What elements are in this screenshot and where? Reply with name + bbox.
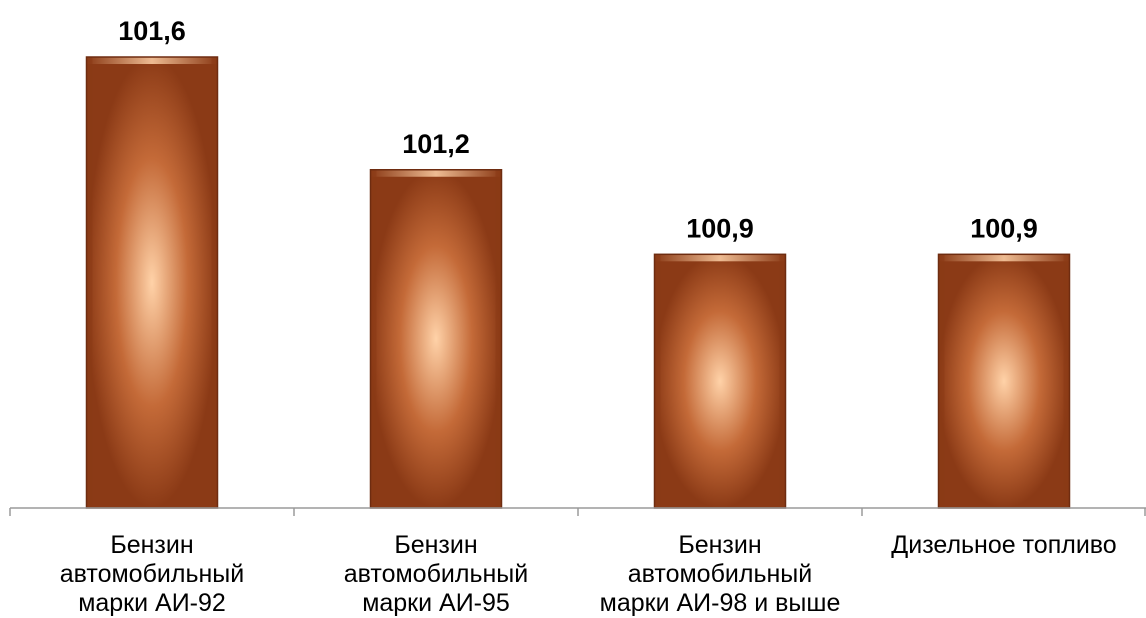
bar-bevel-left — [938, 254, 945, 508]
category-label-line: марки АИ-92 — [78, 589, 226, 617]
bar-bevel-top — [370, 169, 502, 177]
bar-body — [86, 57, 218, 508]
category-label: Бензин автомобильный марки АИ-95 — [344, 531, 528, 617]
category-label-line: Бензин — [394, 531, 477, 559]
category-label-line: марки АИ-98 и выше — [600, 589, 841, 617]
data-label: 101,2 — [402, 129, 470, 159]
bar-bevel-right — [779, 254, 786, 508]
category-label-line: Бензин — [110, 531, 193, 559]
category-label-line: марки АИ-95 — [362, 589, 510, 617]
bar-bevel-top — [86, 57, 218, 64]
bars-group — [85, 56, 1071, 509]
bar-body — [654, 254, 786, 508]
data-label: 101,6 — [118, 16, 186, 46]
bar — [85, 56, 219, 509]
bar-bevel-right — [211, 57, 218, 508]
category-label: Дизельное топливо — [891, 531, 1116, 559]
bar-bevel-top — [938, 254, 1070, 262]
category-label-line: Бензин — [678, 531, 761, 559]
value-labels: 101,6 101,2 100,9 100,9 — [118, 16, 1038, 243]
data-label: 100,9 — [970, 213, 1038, 243]
category-label-line: автомобильный — [60, 560, 244, 588]
bar-body — [938, 254, 1070, 508]
bar — [369, 169, 503, 509]
category-label: Бензин автомобильный марки АИ-92 — [60, 531, 244, 617]
bar-bevel-right — [495, 169, 502, 508]
bar-bevel-left — [370, 169, 377, 508]
bar-bevel-left — [86, 57, 93, 508]
bar-bevel-top — [654, 254, 786, 262]
category-label-line: автомобильный — [628, 560, 812, 588]
category-label-line: Дизельное топливо — [891, 531, 1116, 559]
category-label-line: автомобильный — [344, 560, 528, 588]
data-label: 100,9 — [686, 213, 754, 243]
bar-bevel-right — [1063, 254, 1070, 508]
bar-body — [370, 169, 502, 508]
x-axis — [9, 507, 1146, 516]
category-label: Бензин автомобильный марки АИ-98 и выше — [600, 531, 841, 617]
bar — [653, 253, 787, 509]
bar-bevel-left — [654, 254, 661, 508]
bar — [937, 253, 1071, 509]
